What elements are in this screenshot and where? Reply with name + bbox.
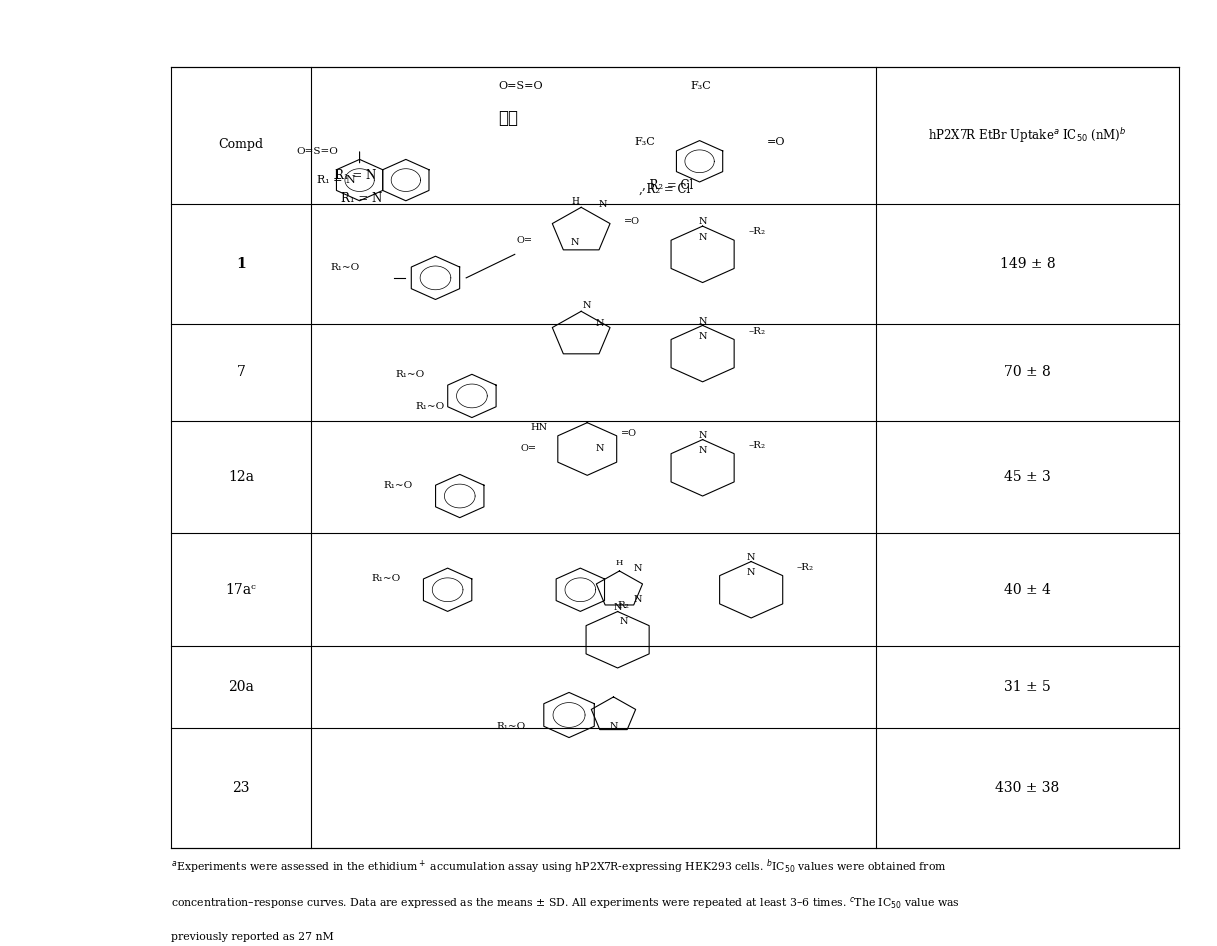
Text: =O: =O (623, 217, 640, 226)
Text: N: N (747, 569, 756, 577)
Text: previously reported as 27 nM: previously reported as 27 nM (172, 933, 335, 942)
Text: R₁ = N: R₁ = N (342, 192, 382, 205)
Text: 17aᶜ: 17aᶜ (226, 583, 257, 597)
Text: O=: O= (516, 236, 533, 245)
Text: R₁~O: R₁~O (415, 402, 444, 412)
Text: N: N (699, 447, 707, 455)
Text: N: N (619, 617, 628, 626)
Text: Compd: Compd (219, 138, 264, 151)
Text: =O: =O (767, 137, 785, 148)
Text: N: N (633, 595, 641, 604)
Text: 20a: 20a (229, 680, 254, 693)
Text: O=S=O: O=S=O (498, 81, 543, 91)
Text: 40 ± 4: 40 ± 4 (1004, 583, 1050, 597)
Text: N: N (699, 317, 707, 325)
Text: –R₂: –R₂ (748, 227, 765, 236)
Text: hP2X7R EtBr Uptake$^a$ IC$_{50}$ (nM)$^b$: hP2X7R EtBr Uptake$^a$ IC$_{50}$ (nM)$^b… (929, 126, 1127, 145)
Text: –R₂: –R₂ (748, 441, 765, 449)
Text: N: N (595, 445, 604, 453)
Text: R₁~O: R₁~O (330, 263, 360, 272)
Text: N: N (599, 201, 607, 209)
Text: N: N (595, 319, 604, 327)
Text: , R₂ = Cl: , R₂ = Cl (641, 178, 694, 191)
Text: N: N (747, 552, 756, 562)
Text: , R₂ = Cl: , R₂ = Cl (639, 183, 690, 196)
Text: R₁~O: R₁~O (371, 574, 400, 584)
Text: –R₂: –R₂ (797, 563, 814, 571)
Text: N: N (633, 564, 641, 572)
Text: R₁~O: R₁~O (396, 370, 425, 378)
Text: 31 ± 5: 31 ± 5 (1004, 680, 1050, 693)
Text: R₁~O: R₁~O (383, 481, 413, 490)
Text: H: H (571, 197, 579, 206)
Text: 1: 1 (236, 256, 246, 271)
Text: 7: 7 (237, 365, 246, 379)
Text: N: N (699, 332, 707, 342)
Text: O=S=O: O=S=O (296, 148, 338, 156)
Text: N: N (613, 603, 622, 612)
Text: 45 ± 3: 45 ± 3 (1004, 470, 1050, 484)
Text: N: N (699, 430, 707, 440)
Text: N: N (699, 233, 707, 242)
Text: concentration–response curves. Data are expressed as the means ± SD. All experim: concentration–response curves. Data are … (172, 895, 960, 911)
Text: 12a: 12a (229, 470, 254, 484)
Text: N: N (699, 218, 707, 226)
Text: N: N (571, 238, 579, 247)
Text: $^a$Experiments were assessed in the ethidium$^+$ accumulation assay using hP2X7: $^a$Experiments were assessed in the eth… (172, 857, 947, 876)
Text: N: N (610, 722, 618, 730)
Text: 70 ± 8: 70 ± 8 (1004, 365, 1050, 379)
Text: 430 ± 38: 430 ± 38 (996, 780, 1060, 795)
Text: F₃C: F₃C (634, 137, 655, 148)
Text: H: H (616, 559, 623, 568)
Text: R₁~O: R₁~O (497, 722, 526, 730)
Text: HN: HN (531, 424, 548, 432)
Text: O=: O= (520, 445, 537, 453)
Text: =O: =O (621, 429, 638, 438)
Text: –R₂: –R₂ (748, 326, 765, 336)
Text: ⬡⬡: ⬡⬡ (498, 111, 518, 128)
Text: 23: 23 (232, 780, 249, 795)
Text: F₃C: F₃C (690, 81, 711, 91)
Text: N: N (583, 301, 591, 310)
Text: R₂: R₂ (618, 602, 629, 610)
Text: 149 ± 8: 149 ± 8 (999, 256, 1055, 271)
Text: R₁ = N: R₁ = N (336, 169, 376, 182)
Text: R₁ = N: R₁ = N (318, 175, 355, 185)
